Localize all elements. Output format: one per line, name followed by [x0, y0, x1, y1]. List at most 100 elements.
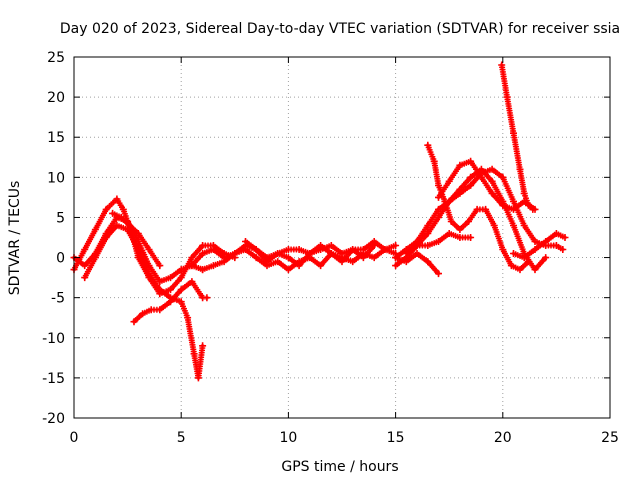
sample-marker [283, 247, 290, 254]
sample-marker [112, 224, 119, 231]
sample-marker [433, 239, 440, 246]
y-tick-label: 10 [47, 170, 65, 186]
sample-marker [463, 220, 470, 227]
sample-marker [487, 188, 494, 195]
sample-marker [102, 236, 109, 243]
sample-marker [155, 260, 162, 267]
axes: 0 5 10 15 20 25 -20 -15 -10 -5 0 5 10 15 20 25 [42, 50, 619, 446]
sample-marker [145, 268, 152, 275]
sample-marker [499, 244, 505, 251]
sample-marker [433, 268, 440, 275]
y-tick-label: -15 [42, 371, 65, 387]
sample-marker [509, 220, 516, 227]
series-track-k [424, 141, 532, 274]
sample-marker [155, 284, 162, 291]
sample-marker [305, 252, 312, 259]
sample-marker [176, 288, 183, 295]
sample-marker [520, 248, 527, 255]
sample-marker [198, 244, 205, 251]
sample-marker [122, 225, 129, 232]
sample-marker [422, 242, 429, 249]
y-axis-label: SDTVAR / TECUs [7, 181, 23, 296]
sample-marker [390, 249, 397, 256]
sample-marker [447, 216, 454, 223]
series-track-m [435, 157, 539, 213]
x-tick-label: 5 [177, 430, 186, 446]
sample-marker [208, 263, 215, 270]
sample-marker [520, 188, 527, 195]
sample-marker [507, 260, 514, 267]
y-tick-label: 5 [56, 210, 65, 226]
sample-marker [187, 256, 194, 263]
sample-marker [198, 292, 205, 299]
sample-marker [444, 180, 451, 187]
y-tick-label: 20 [47, 90, 65, 106]
data-point [203, 294, 211, 302]
sample-marker [479, 206, 486, 213]
sample-marker [176, 297, 183, 304]
data-layer [70, 61, 569, 382]
sample-marker [477, 172, 483, 179]
sample-marker [283, 253, 290, 260]
sample-marker [153, 306, 160, 313]
sample-marker [510, 128, 517, 134]
x-tick-label: 10 [279, 430, 297, 446]
sample-marker [199, 345, 206, 352]
sample-marker [509, 196, 516, 203]
sample-marker [441, 196, 447, 203]
sample-marker [434, 216, 441, 223]
sample-marker [430, 156, 437, 162]
sample-marker [520, 220, 527, 227]
sample-marker [176, 267, 183, 274]
y-tick-label: 0 [56, 251, 65, 267]
sample-marker [559, 233, 566, 240]
sample-marker [455, 164, 462, 171]
sample-marker [112, 216, 119, 223]
sample-marker [293, 246, 300, 253]
sample-marker [465, 159, 472, 166]
sample-marker [490, 220, 497, 227]
sample-marker [357, 246, 364, 253]
series-track-n [498, 61, 537, 213]
series-track-l [402, 230, 475, 257]
sample-marker [146, 307, 152, 314]
sample-marker [503, 91, 510, 98]
sample-marker [455, 188, 462, 195]
sample-marker [516, 164, 523, 171]
sample-marker [435, 180, 442, 187]
sample-marker [137, 312, 144, 319]
sample-marker [524, 200, 531, 206]
sample-marker [80, 248, 87, 255]
chart-title: Day 020 of 2023, Sidereal Day-to-day VTE… [60, 21, 620, 37]
sample-marker [527, 204, 534, 211]
sample-marker [251, 245, 258, 252]
sample-marker [412, 243, 419, 250]
y-tick-label: 25 [47, 50, 65, 66]
plot-frame [73, 56, 611, 419]
sample-marker [465, 183, 472, 190]
sample-marker [125, 220, 131, 227]
sample-marker [541, 256, 548, 263]
x-tick-label: 20 [494, 430, 512, 446]
sample-marker [133, 228, 140, 235]
sample-marker [198, 252, 205, 259]
x-tick-label: 15 [387, 430, 405, 446]
sample-marker [176, 276, 183, 283]
sample-marker [218, 259, 225, 266]
sample-marker [557, 245, 564, 252]
sample-marker [472, 208, 479, 215]
sample-marker [523, 260, 530, 267]
x-tick-label: 0 [70, 430, 79, 446]
sample-marker [165, 275, 172, 282]
sample-marker [183, 312, 190, 319]
sample-marker [155, 276, 162, 283]
sample-marker [423, 257, 429, 264]
sample-marker [530, 236, 537, 243]
sample-marker [550, 242, 557, 249]
series-track-h [242, 238, 378, 270]
sample-marker [165, 300, 172, 306]
sample-marker [466, 176, 473, 183]
sample-marker [390, 243, 397, 250]
sample-marker [134, 244, 141, 251]
sample-marker [165, 287, 172, 294]
